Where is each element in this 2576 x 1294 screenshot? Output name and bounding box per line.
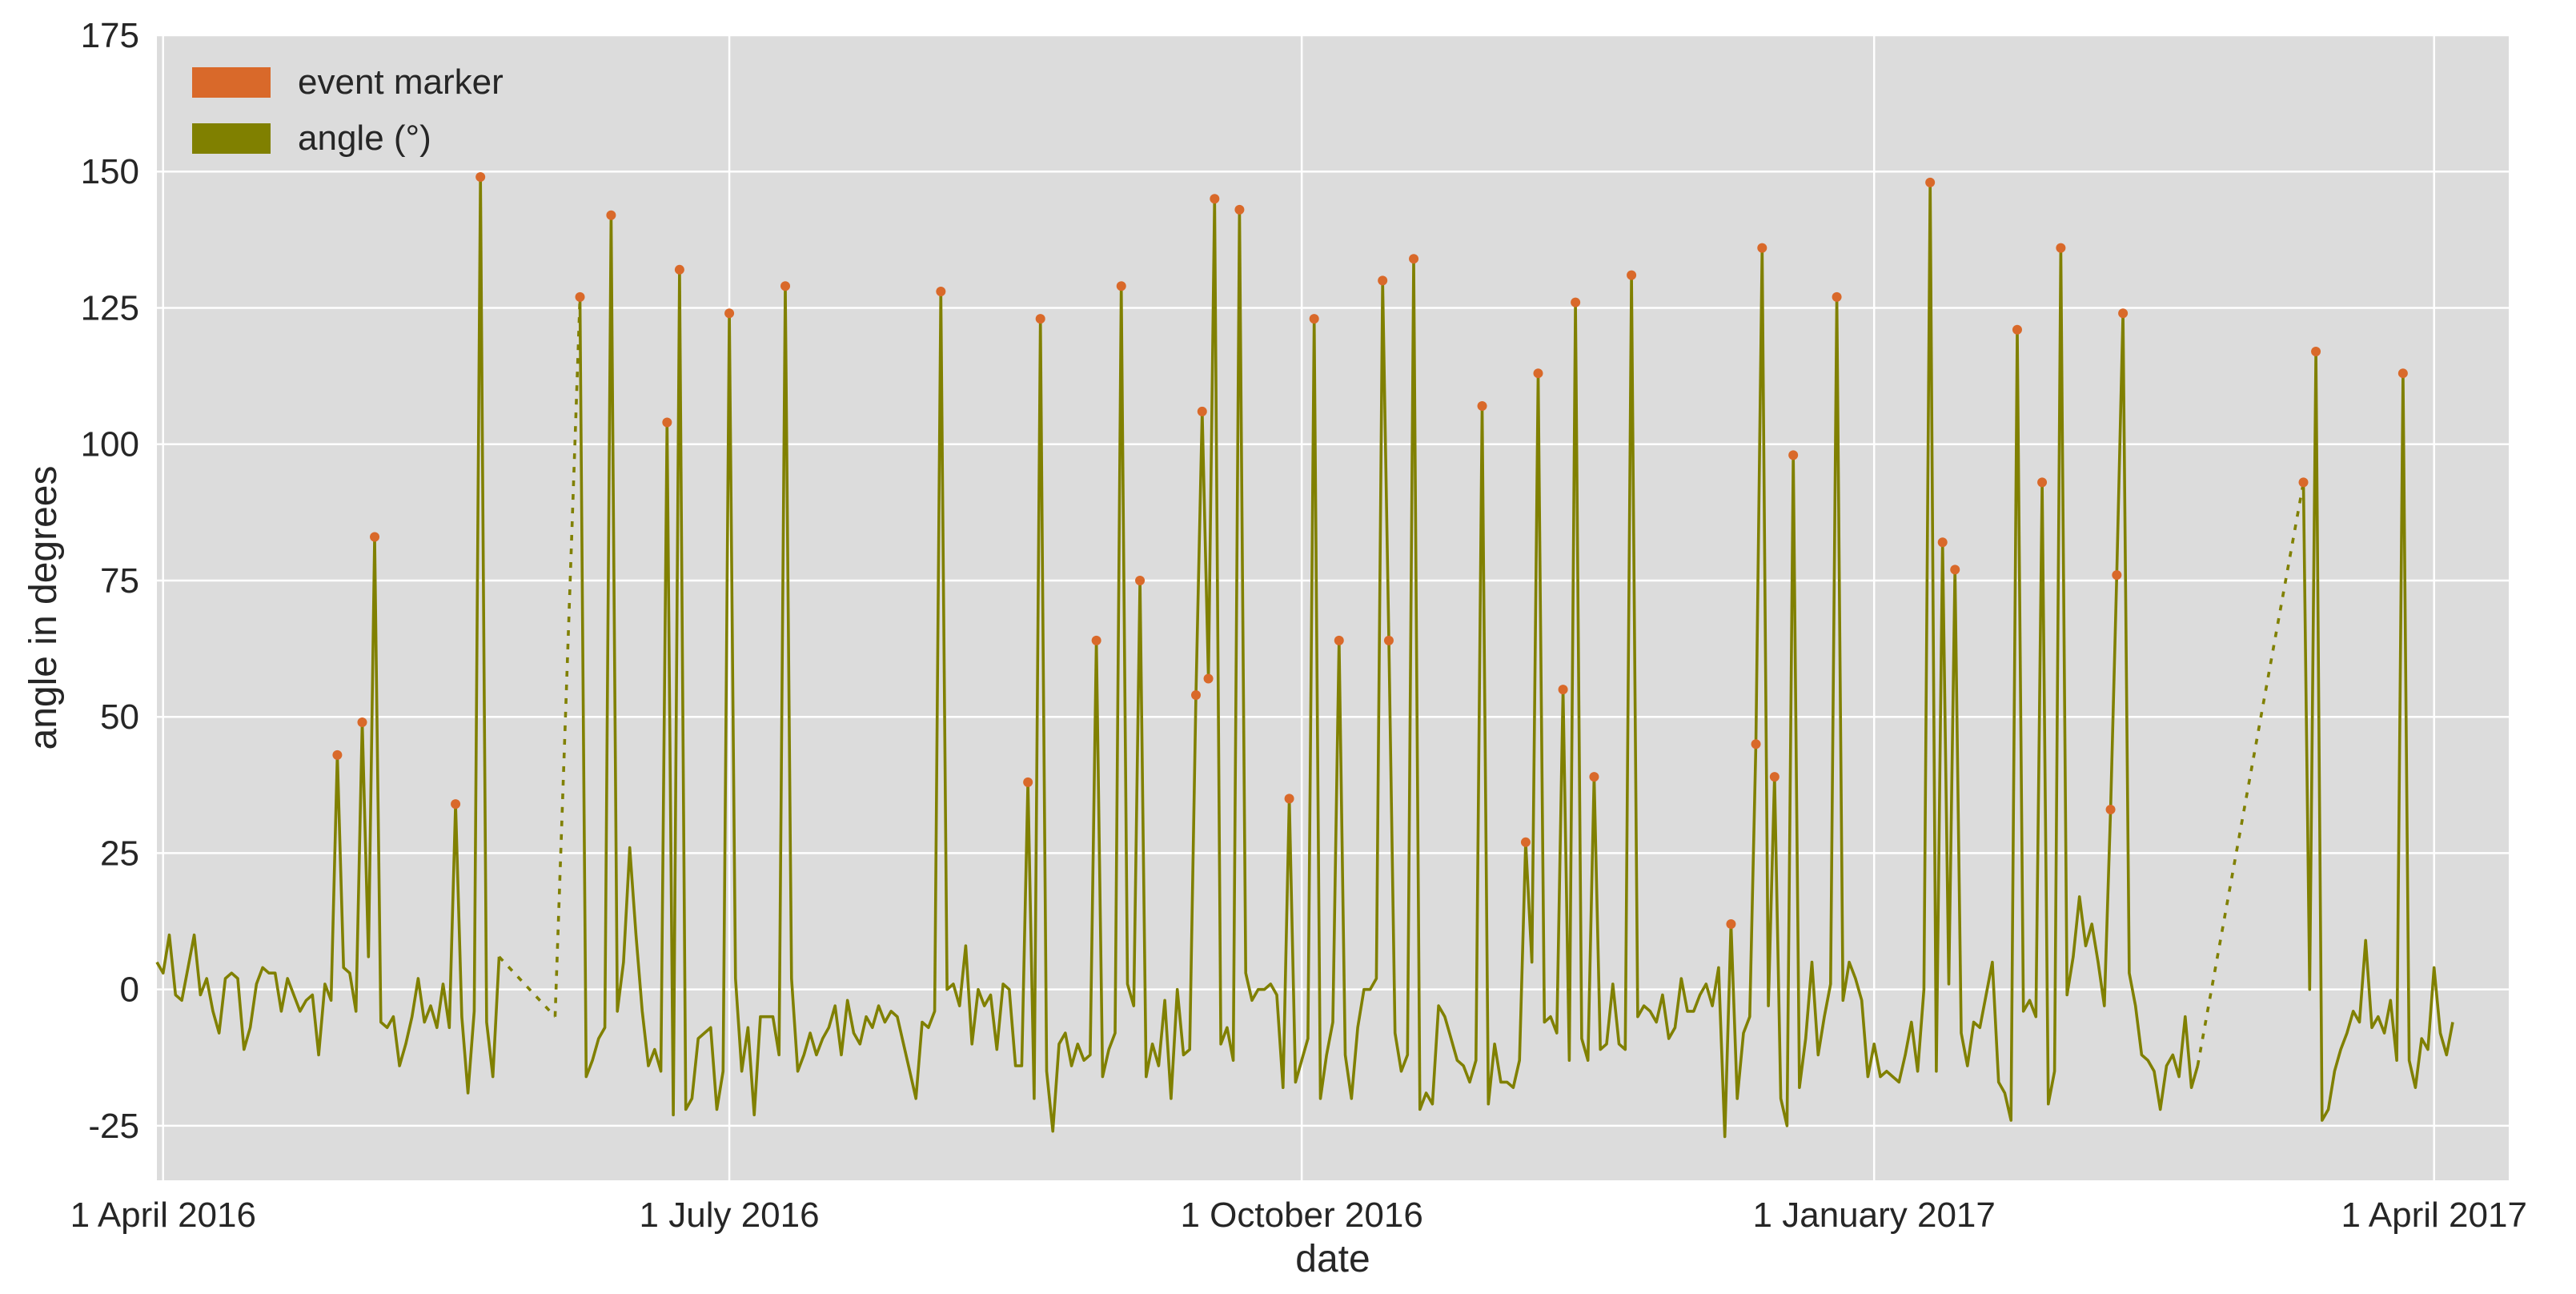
event-marker-point: [2397, 368, 2408, 379]
angle-gap-line: [498, 955, 556, 1018]
event-marker-point: [1378, 275, 1388, 286]
event-marker-point: [1191, 689, 1202, 700]
event-marker-point: [780, 281, 791, 291]
event-marker-point: [2118, 308, 2129, 319]
event-marker-point: [451, 799, 461, 810]
event-marker-point: [936, 287, 946, 297]
event-marker-point: [1116, 281, 1126, 291]
event-marker-point: [2105, 804, 2116, 814]
event-marker-point: [1627, 270, 1637, 280]
y-tick-label: -25: [88, 1107, 139, 1146]
x-tick-label: 1 April 2016: [70, 1196, 256, 1235]
event-marker-point: [2311, 346, 2321, 356]
event-marker-point: [1383, 635, 1394, 645]
y-tick-label: 25: [100, 834, 139, 873]
angle-series-line: [155, 175, 501, 1095]
angle-series-line: [2301, 350, 2454, 1122]
event-marker-point: [674, 264, 684, 275]
event-marker-point: [1409, 254, 1419, 264]
event-marker-point: [1950, 565, 1960, 575]
event-marker-point: [1023, 777, 1033, 787]
event-marker-point: [1520, 837, 1531, 847]
legend-label-event-marker: event marker: [298, 62, 504, 102]
x-tick-label: 1 July 2016: [640, 1196, 820, 1235]
event-marker-point: [1203, 673, 1214, 684]
legend-label-angle: angle (°): [298, 119, 431, 158]
x-tick-label: 1 October 2016: [1180, 1196, 1422, 1235]
y-tick-label: 175: [81, 16, 139, 55]
y-axis-label: angle in degrees: [22, 466, 65, 750]
event-marker-point: [1832, 291, 1842, 302]
event-marker-point: [662, 417, 672, 428]
event-marker-point: [1751, 739, 1761, 749]
event-marker-point: [1571, 297, 1581, 307]
event-marker-point: [2112, 570, 2122, 581]
y-tick-label: 50: [100, 697, 139, 737]
event-marker-point: [2012, 324, 2022, 335]
event-marker-layer: [332, 172, 2408, 929]
y-tick-label: 100: [81, 425, 139, 464]
event-marker-point: [1234, 204, 1245, 215]
event-marker-point: [1284, 794, 1294, 804]
x-axis-label: date: [1295, 1238, 1370, 1280]
event-marker-point: [332, 749, 343, 760]
x-tick-label: 1 January 2017: [1753, 1196, 1996, 1235]
event-marker-point: [1210, 194, 1220, 204]
angle-gap-line: [2196, 482, 2305, 1067]
event-marker-point: [1533, 368, 1543, 379]
legend-swatch-event-marker: [192, 67, 271, 98]
event-marker-point: [2056, 243, 2066, 253]
y-tick-label: 75: [100, 561, 139, 601]
y-tick-label: 125: [81, 288, 139, 328]
event-marker-point: [1091, 635, 1101, 645]
event-marker-point: [475, 172, 486, 183]
y-tick-label: 150: [81, 152, 139, 191]
event-marker-point: [1477, 401, 1487, 412]
event-marker-point: [1558, 685, 1568, 695]
event-marker-point: [1726, 918, 1736, 929]
event-marker-point: [1788, 450, 1799, 460]
event-marker-point: [370, 532, 380, 542]
event-marker-point: [1135, 575, 1146, 585]
event-marker-point: [2298, 477, 2309, 488]
event-marker-point: [575, 291, 585, 302]
event-marker-point: [1925, 177, 1936, 187]
event-marker-point: [1937, 537, 1948, 548]
event-marker-point: [1197, 406, 1207, 416]
y-tick-label: 0: [120, 970, 139, 1010]
legend-swatch-angle: [192, 123, 271, 154]
event-marker-point: [606, 210, 616, 220]
event-marker-point: [2037, 477, 2048, 488]
tick-labels: -25 0 25 50 75 100 125 150 175 1 April 2016 1 July…: [70, 16, 2527, 1235]
legend: event marker angle (°): [192, 62, 504, 158]
event-marker-point: [357, 717, 367, 727]
event-marker-point: [724, 308, 735, 319]
event-marker-point: [1334, 635, 1344, 645]
event-marker-point: [1309, 314, 1319, 324]
event-marker-point: [1589, 772, 1599, 782]
x-tick-label: 1 April 2017: [2341, 1196, 2527, 1235]
event-marker-point: [1035, 314, 1045, 324]
event-marker-point: [1769, 772, 1780, 782]
angle-gap-line: [553, 296, 582, 1017]
event-marker-point: [1757, 243, 1767, 253]
